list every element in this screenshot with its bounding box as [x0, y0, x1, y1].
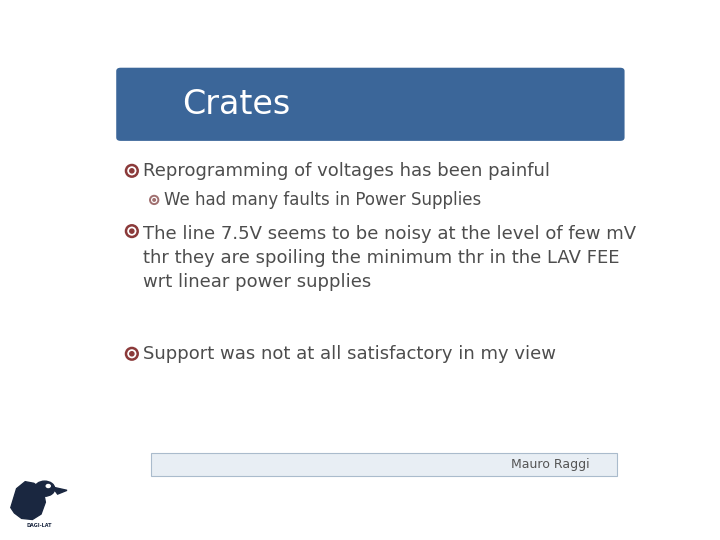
Polygon shape [53, 487, 67, 494]
Text: Support was not at all satisfactory in my view: Support was not at all satisfactory in m… [143, 345, 556, 363]
Circle shape [35, 481, 55, 496]
Ellipse shape [153, 199, 156, 201]
FancyBboxPatch shape [116, 68, 624, 141]
Text: Crates: Crates [182, 88, 290, 121]
Text: The line 7.5V seems to be noisy at the level of few mV
thr they are spoiling the: The line 7.5V seems to be noisy at the l… [143, 225, 636, 292]
Text: We had many faults in Power Supplies: We had many faults in Power Supplies [164, 191, 482, 209]
Ellipse shape [130, 352, 134, 356]
Text: DAGI-LAT: DAGI-LAT [27, 523, 53, 528]
Polygon shape [11, 482, 45, 519]
Text: Mauro Raggi: Mauro Raggi [510, 458, 590, 471]
FancyBboxPatch shape [151, 453, 617, 476]
Circle shape [46, 484, 50, 488]
Ellipse shape [130, 168, 134, 173]
Ellipse shape [130, 229, 134, 233]
Text: Reprogramming of voltages has been painful: Reprogramming of voltages has been painf… [143, 162, 550, 180]
